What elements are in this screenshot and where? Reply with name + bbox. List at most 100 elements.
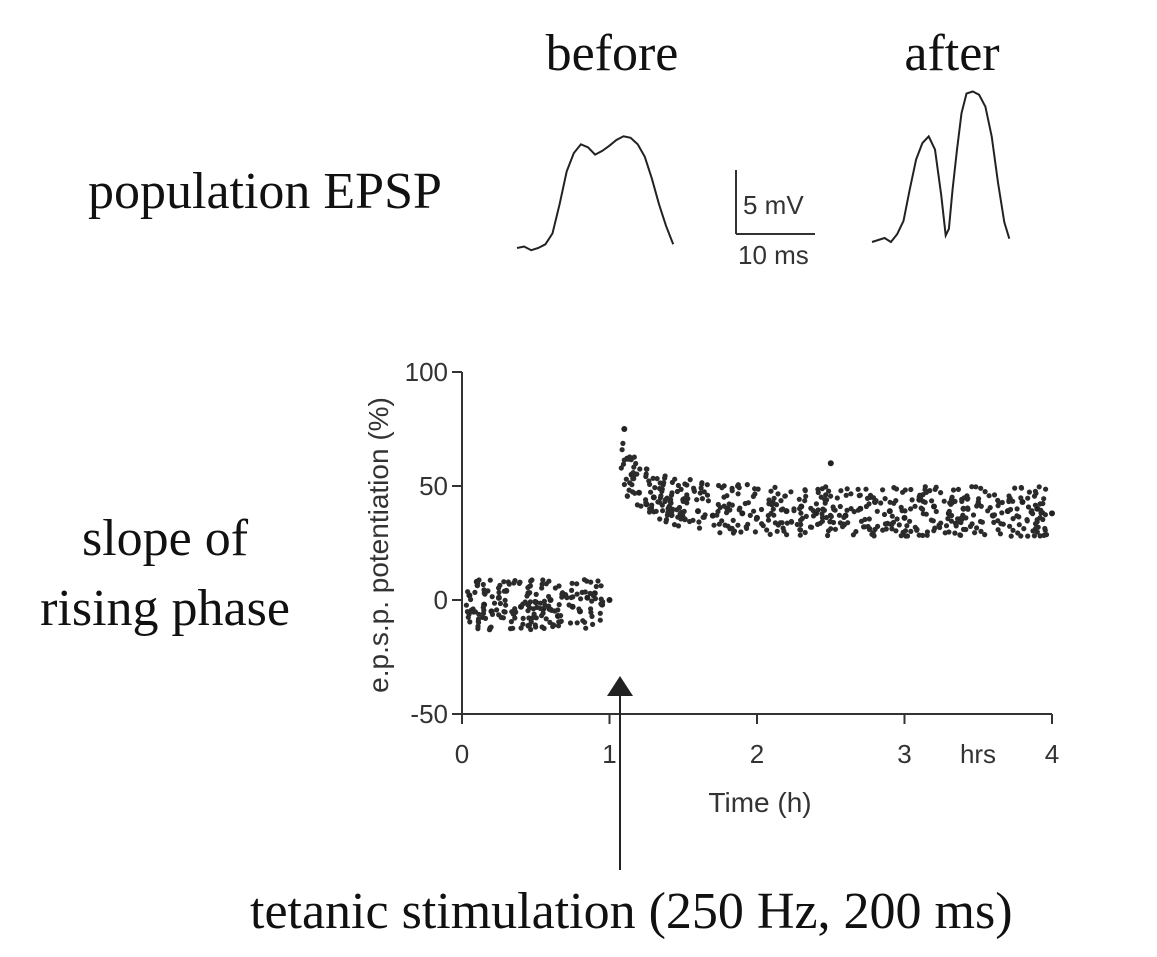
scatter-dot xyxy=(964,496,971,502)
scatter-dot xyxy=(958,519,964,526)
scatter-dot xyxy=(970,512,977,518)
scatter-dot xyxy=(687,477,693,483)
scatter-dot xyxy=(704,492,711,498)
scatter-dot xyxy=(982,489,988,495)
scatter-dot xyxy=(882,521,889,527)
scatter-dot xyxy=(780,506,786,512)
scatter-dot xyxy=(1042,525,1048,532)
scatter-dot xyxy=(621,481,628,488)
scatter-dot xyxy=(765,517,772,523)
scatter-dot xyxy=(526,583,533,589)
scatter-dot xyxy=(638,503,644,509)
scatter-dot xyxy=(621,457,627,463)
scatter-dot xyxy=(630,476,636,482)
scatter-dot xyxy=(534,604,540,611)
scatter-dot xyxy=(1037,533,1043,539)
scatter-dot xyxy=(668,499,674,505)
scatter-dot xyxy=(501,579,507,585)
scatter-dot xyxy=(918,505,924,511)
scatter-dot xyxy=(496,585,502,591)
scatter-dot xyxy=(797,527,803,533)
scatter-dot xyxy=(700,514,706,520)
scatter-dot xyxy=(482,615,489,622)
scatter-dot xyxy=(1014,506,1020,512)
scatter-dot xyxy=(815,507,821,513)
scatter-dot xyxy=(894,516,900,522)
scatter-dot xyxy=(735,522,741,528)
scatter-dot xyxy=(912,503,918,509)
scatter-dot xyxy=(907,518,913,524)
x-tick-label: 4 xyxy=(1045,739,1059,769)
scatter-dot xyxy=(1018,495,1024,501)
data-point xyxy=(636,489,642,496)
scatter-dot xyxy=(821,507,828,513)
scatter-dot xyxy=(978,503,984,509)
scatter-dot xyxy=(532,622,538,628)
scatter-dot xyxy=(1043,486,1049,492)
scatter-dot xyxy=(850,532,857,538)
scatter-dot xyxy=(1015,530,1021,536)
scatter-dot xyxy=(844,507,850,513)
scatter-dot xyxy=(474,582,480,589)
x-tick-label: 2 xyxy=(750,739,764,769)
scatter-dot xyxy=(745,521,751,528)
scatter-dot xyxy=(818,494,824,500)
scatter-dot xyxy=(948,518,955,524)
scatter-dot xyxy=(774,528,780,534)
scatter-dot xyxy=(516,580,523,587)
scatter-dot xyxy=(721,503,727,509)
scatter-dot xyxy=(657,480,663,486)
scatter-dot xyxy=(798,517,804,523)
scatter-dot xyxy=(995,497,1001,503)
scatter-dot xyxy=(568,594,574,601)
data-point xyxy=(695,508,701,515)
scatter-dot xyxy=(620,440,626,446)
scatter-dot xyxy=(862,516,868,523)
scatter-dot xyxy=(598,601,604,607)
scatter-dot xyxy=(569,580,575,586)
scatter-dot xyxy=(823,492,829,498)
scatter-dot xyxy=(489,594,495,600)
scatter-dot xyxy=(995,527,1001,533)
scatter-dot xyxy=(768,488,774,494)
scatter-dot xyxy=(569,587,575,594)
scatter-dot xyxy=(552,608,558,614)
scatter-dot xyxy=(1016,522,1022,528)
scatter-dot xyxy=(974,525,980,531)
scatter-dot xyxy=(1031,533,1037,539)
scatter-dot xyxy=(794,521,800,528)
scatter-dot xyxy=(719,518,725,524)
scatter-dot xyxy=(476,611,482,617)
scatter-dot xyxy=(556,602,562,608)
scatter-dot xyxy=(923,511,929,517)
y-tick-label: -50 xyxy=(410,699,448,729)
data-point xyxy=(621,426,628,432)
scatter-dot xyxy=(552,585,559,591)
scatter-dot xyxy=(796,496,802,502)
scatter-dot xyxy=(550,623,556,630)
scatter-dot xyxy=(512,606,518,612)
scale-bar: 5 mV 10 ms xyxy=(735,170,815,270)
scatter-dot xyxy=(828,493,834,499)
scatter-dot xyxy=(825,532,831,539)
scatter-dot xyxy=(566,602,572,608)
scatter-dot xyxy=(472,589,478,596)
scatter-dot xyxy=(855,507,861,513)
label-population-epsp: population EPSP xyxy=(88,163,442,220)
scatter-dot xyxy=(815,486,821,492)
scatter-dot xyxy=(819,518,826,524)
data-point xyxy=(606,597,613,603)
scatter-dot xyxy=(797,532,803,538)
scatter-dot xyxy=(662,497,669,503)
scatter-dot xyxy=(937,524,943,531)
scatter-dot xyxy=(539,613,545,619)
scatter-dot xyxy=(949,512,955,519)
scatter-dot xyxy=(619,447,625,453)
scatter-dot xyxy=(657,516,663,522)
scatter-dot xyxy=(660,508,666,514)
scatter-dot xyxy=(882,496,888,502)
scatter-dot xyxy=(955,486,962,492)
scatter-dot xyxy=(502,609,508,615)
scatter-dot xyxy=(467,619,473,625)
